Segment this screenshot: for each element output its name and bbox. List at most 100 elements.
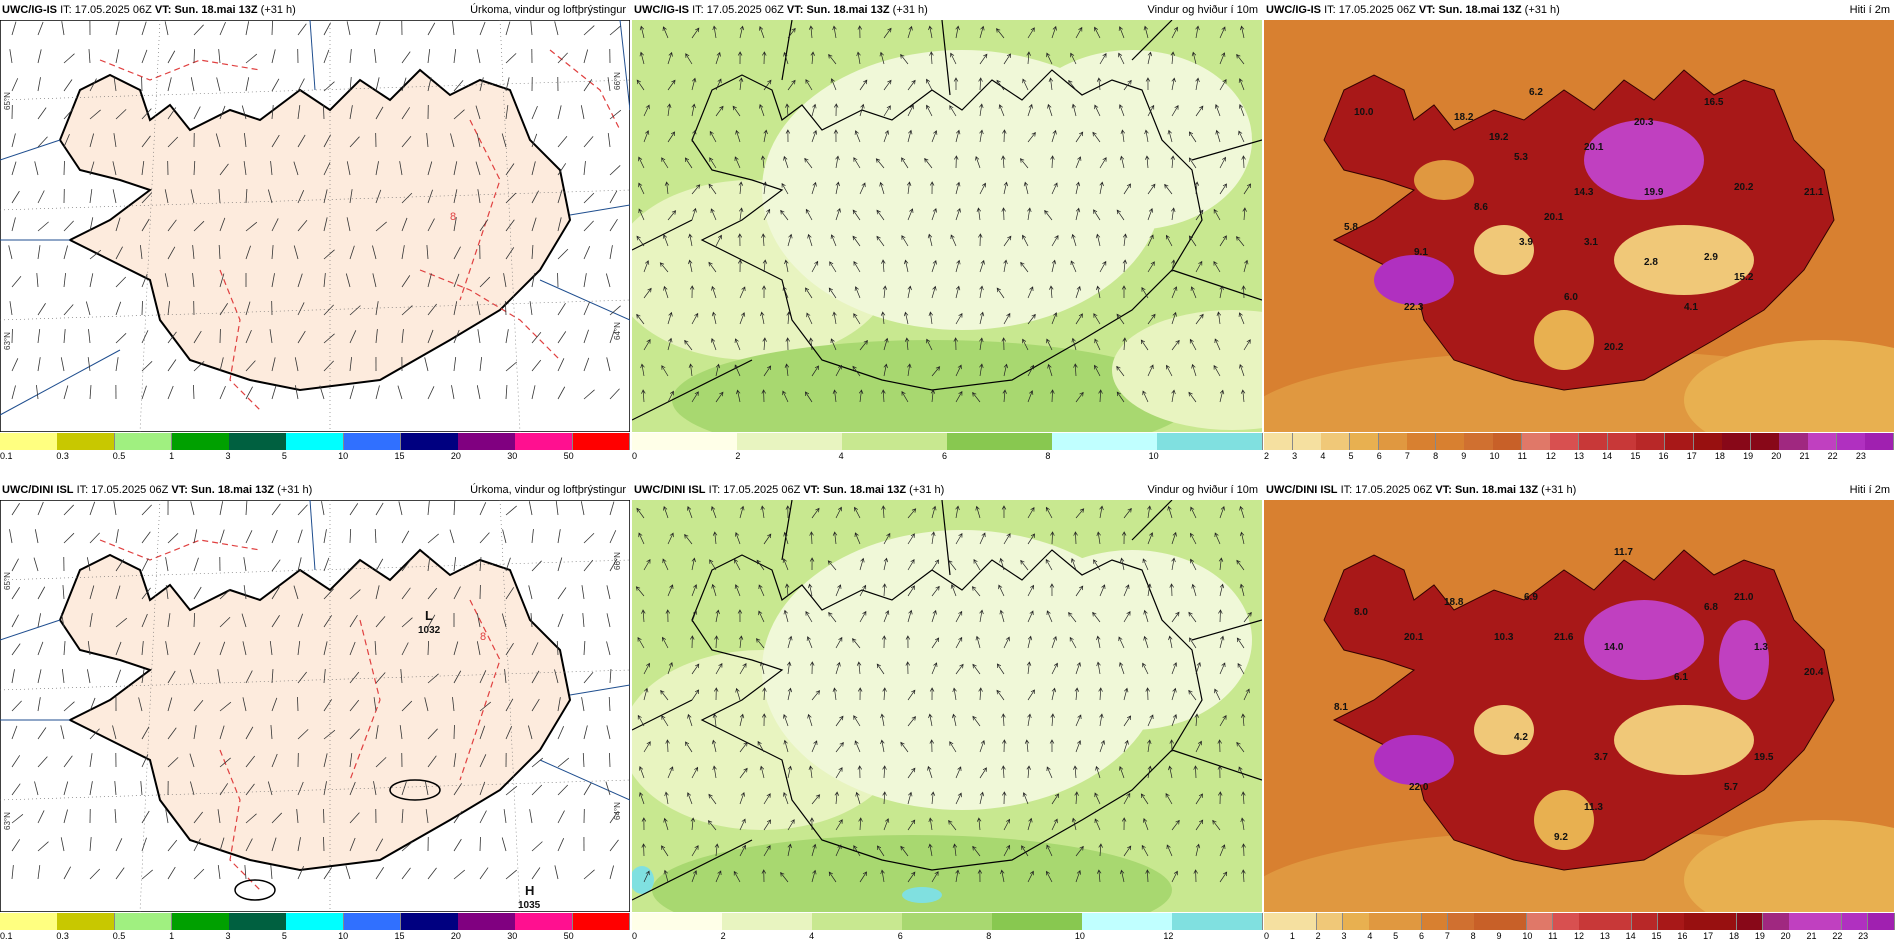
- wind-arrow: [855, 791, 861, 805]
- wind-barb: [349, 699, 360, 712]
- colorbar-segment: [1684, 913, 1711, 930]
- wind-barb: [34, 781, 39, 796]
- colorbar-tick-label: 15: [1651, 931, 1662, 941]
- colorbar-segment: [1342, 913, 1370, 930]
- wind-barb: [582, 752, 585, 768]
- wind-arrow: [638, 156, 645, 169]
- colorbar-segment: [572, 913, 631, 930]
- wind-barb: [297, 23, 307, 36]
- wind-arrow: [1099, 584, 1106, 597]
- wind-arrow: [1238, 78, 1245, 91]
- wind-arrow: [1145, 869, 1150, 883]
- wind-arrow: [1189, 338, 1197, 351]
- wind-arrow: [1168, 635, 1173, 649]
- wind-arrow: [1169, 583, 1174, 597]
- wind-arrow: [1236, 53, 1245, 65]
- wind-barb: [582, 613, 585, 628]
- wind-barb: [609, 165, 621, 176]
- wind-barb: [167, 77, 172, 92]
- wind-arrow: [852, 235, 861, 247]
- wind-arrow: [1098, 389, 1103, 403]
- wind-barb: [609, 558, 618, 572]
- wind-arrow: [1074, 687, 1080, 701]
- colorbar-segment: [1693, 433, 1723, 450]
- temperature-label: 18.2: [1454, 112, 1474, 123]
- wind-arrow: [1122, 233, 1128, 247]
- colorbar-segment: [343, 433, 402, 450]
- wind-arrow: [830, 78, 837, 91]
- wind-arrow: [691, 391, 699, 403]
- temperature-label: 6.2: [1529, 87, 1543, 98]
- wind-arrow: [979, 532, 986, 545]
- contour-label: 8: [480, 631, 486, 643]
- wind-arrow: [955, 869, 960, 883]
- wind-barb: [323, 22, 331, 36]
- colorbar-tick-label: 1: [169, 451, 175, 461]
- wind-barb: [531, 133, 538, 148]
- wind-arrow: [734, 338, 741, 351]
- wind-arrow: [688, 259, 693, 273]
- colorbar-segment: [1657, 913, 1685, 930]
- wind-barb: [375, 77, 380, 92]
- colorbar-segment: [1172, 913, 1263, 930]
- wind-barb: [219, 273, 225, 288]
- wind-arrow: [787, 843, 792, 857]
- wind-barb: [11, 755, 21, 768]
- colorbar-segment: [1395, 913, 1422, 930]
- wind-barb: [609, 329, 615, 344]
- colorbar-tick-label: 8: [1470, 931, 1476, 941]
- wind-arrow: [761, 389, 766, 403]
- wind-barb: [37, 613, 42, 628]
- colorbar-segment: [458, 433, 516, 450]
- wind-arrow: [1027, 533, 1035, 545]
- wind-barb: [453, 557, 457, 572]
- wind-arrow: [1071, 103, 1077, 117]
- wind-barb: [505, 869, 517, 880]
- colorbar-tick-label: 14: [1602, 451, 1613, 461]
- wind-barb: [427, 303, 437, 316]
- wind-arrow: [786, 661, 792, 675]
- colorbar-segment: [1264, 913, 1291, 930]
- wind-arrow: [808, 337, 814, 351]
- wind-barb: [583, 220, 594, 232]
- panel-dini-wind: UWC/DINI ISL IT: 17.05.2025 06Z VT: Sun.…: [632, 480, 1263, 950]
- wind-barb: [375, 221, 387, 232]
- wind-barb: [557, 163, 567, 176]
- wind-barb: [245, 783, 255, 796]
- wind-barb: [349, 385, 355, 400]
- wind-barb: [557, 136, 568, 148]
- wind-barb: [216, 77, 221, 92]
- wind-barb: [88, 329, 91, 344]
- colorbar-tick-label: 0.5: [112, 451, 126, 461]
- wind-barb: [453, 109, 465, 120]
- wind-barb: [89, 532, 100, 544]
- wind-arrow: [1241, 285, 1246, 299]
- wind-arrow: [978, 687, 983, 701]
- wind-barb: [219, 725, 225, 740]
- wind-arrow: [1051, 129, 1057, 143]
- wind-arrow: [835, 181, 840, 195]
- wind-arrow: [1118, 104, 1125, 117]
- wind-arrow: [762, 181, 768, 195]
- wind-barb: [557, 810, 565, 824]
- colorbar-segment: [1631, 913, 1659, 930]
- wind-barb: [427, 22, 436, 36]
- wind-arrow: [907, 533, 915, 545]
- wind-barb: [581, 697, 585, 712]
- wind-barb: [219, 616, 231, 628]
- wind-arrow: [691, 184, 701, 195]
- colorbar-tick-label: 2: [1264, 451, 1270, 461]
- wind-barb: [427, 867, 437, 880]
- wind-arrow: [1141, 287, 1149, 299]
- wind-arrow: [1121, 285, 1127, 299]
- wind-arrow: [979, 363, 984, 377]
- wind-barb: [531, 105, 538, 120]
- wind-barb: [141, 587, 151, 600]
- wind-barb: [476, 49, 481, 64]
- wind-map: [632, 20, 1262, 432]
- wind-arrow: [854, 532, 861, 545]
- wind-arrow: [787, 687, 793, 701]
- wind-barb: [167, 757, 179, 768]
- wind-barb: [60, 725, 65, 740]
- wind-barb: [531, 273, 535, 288]
